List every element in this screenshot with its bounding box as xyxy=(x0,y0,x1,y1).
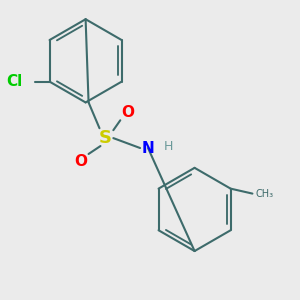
Text: H: H xyxy=(164,140,173,152)
Text: O: O xyxy=(122,105,135,120)
Text: S: S xyxy=(99,129,112,147)
Text: N: N xyxy=(142,140,154,155)
Text: Cl: Cl xyxy=(7,74,23,89)
Text: O: O xyxy=(74,154,87,169)
Text: CH₃: CH₃ xyxy=(255,189,274,199)
